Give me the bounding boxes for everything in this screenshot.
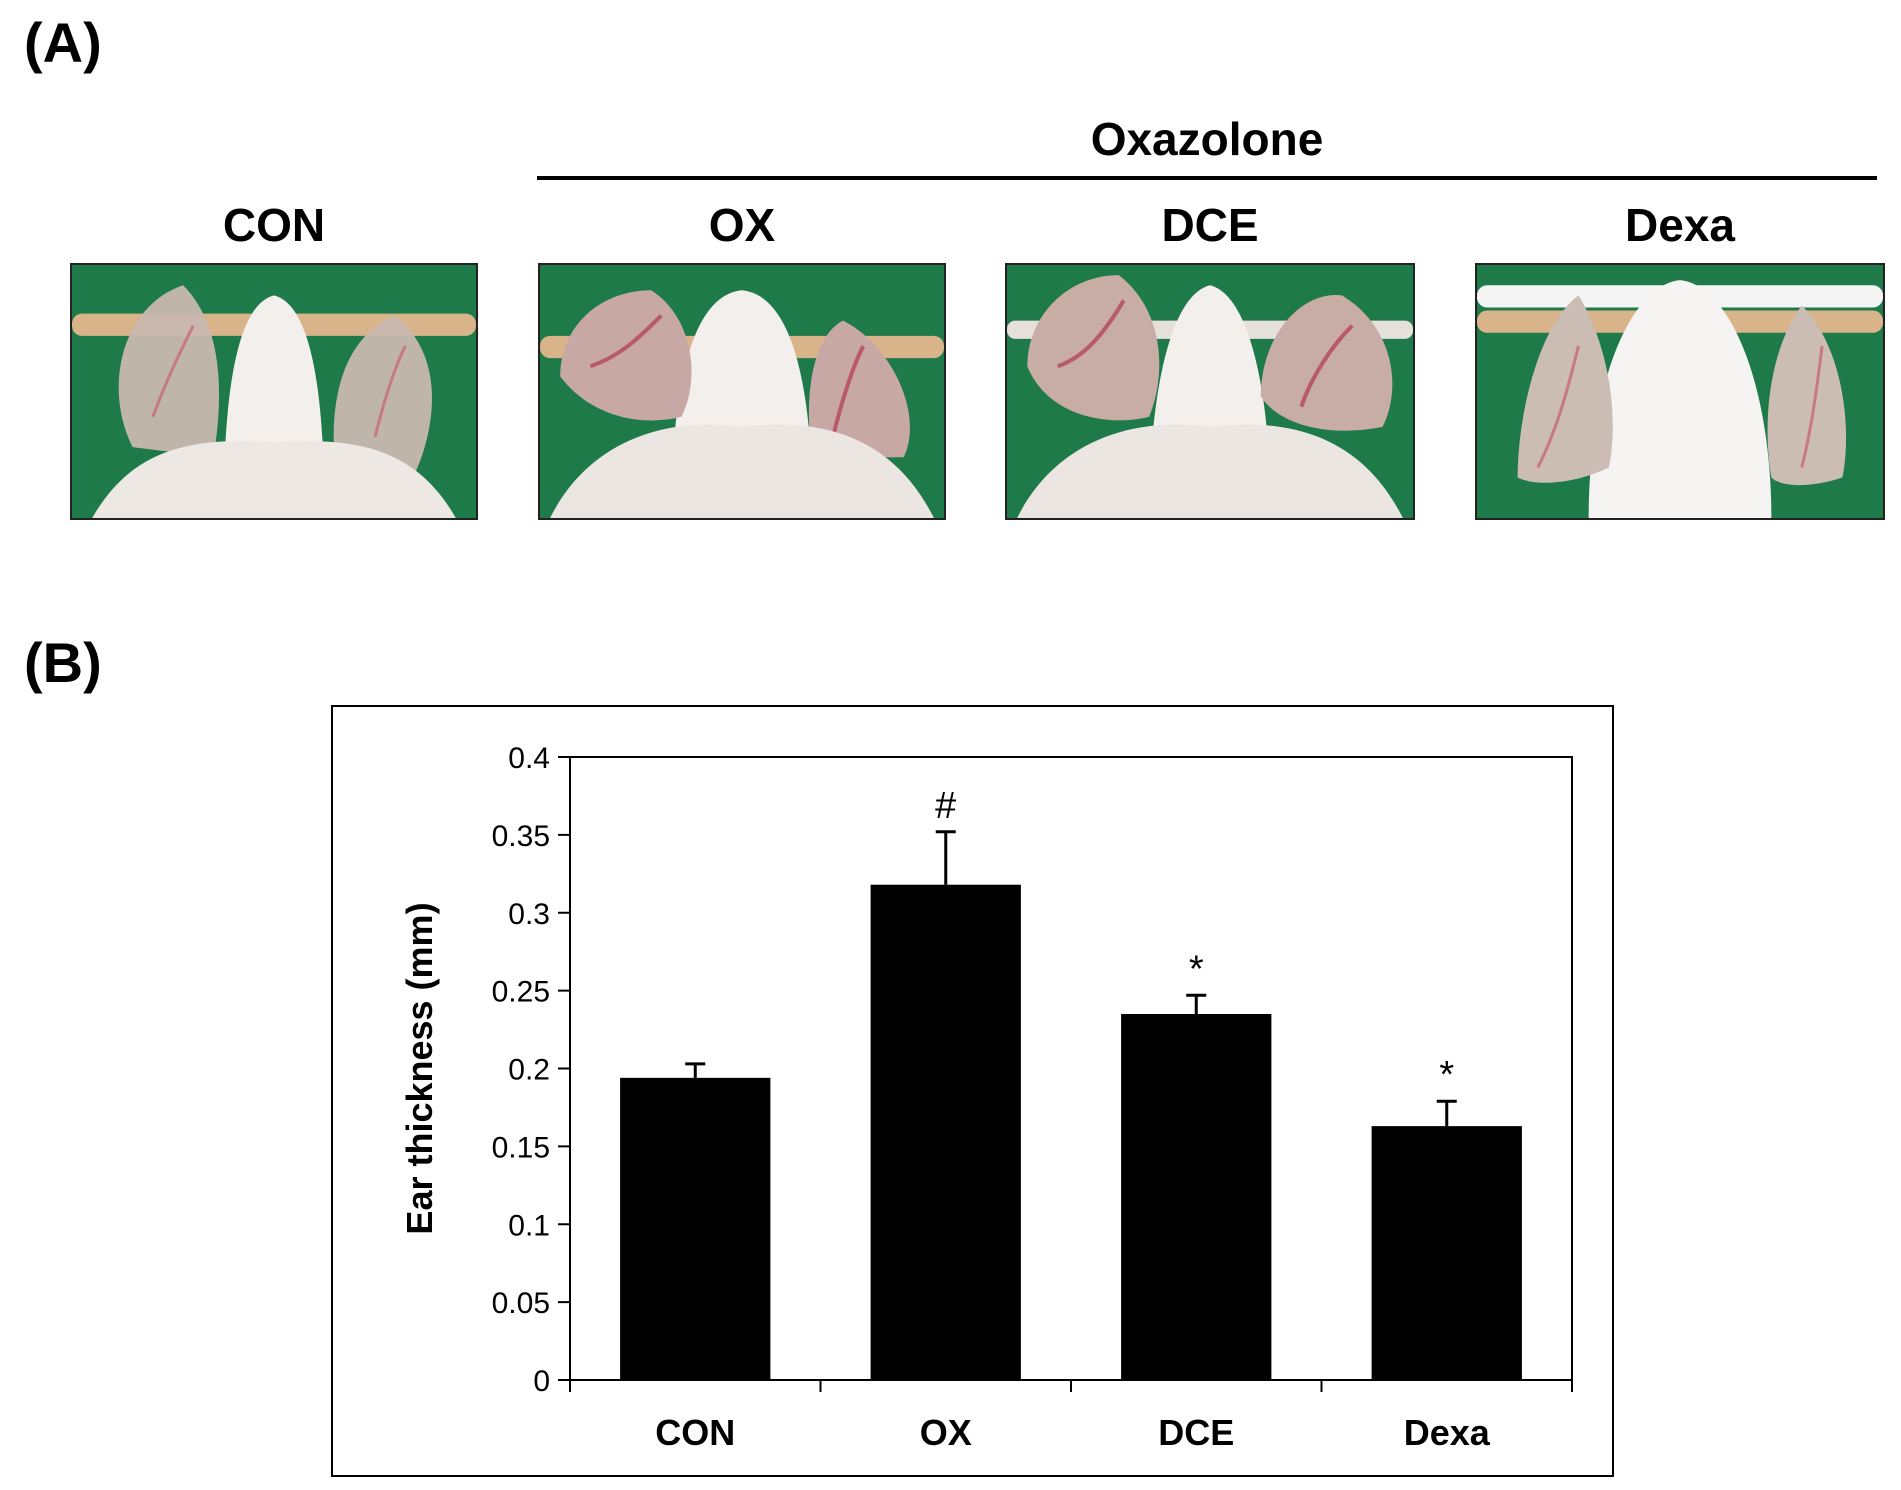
bar-dce	[1121, 1013, 1272, 1380]
photo-label-con: CON	[222, 199, 326, 251]
significance-marker: #	[935, 785, 956, 827]
mouse-photo-dexa	[1475, 263, 1885, 520]
y-tick-label: 0.4	[508, 742, 550, 775]
y-tick-label: 0.25	[492, 976, 550, 1009]
panel-b-label: (B)	[24, 631, 102, 694]
oxazolone-group-label: Oxazolone	[1090, 113, 1324, 165]
y-tick-label: 0.2	[508, 1054, 550, 1087]
significance-marker: *	[1189, 948, 1204, 990]
y-tick-label: 0.3	[508, 898, 550, 931]
x-tick-label: DCE	[1158, 1412, 1234, 1453]
oxazolone-group-line	[537, 176, 1877, 180]
y-tick-label: 0	[533, 1365, 550, 1398]
photo-label-dexa: Dexa	[1625, 199, 1735, 251]
y-tick-label: 0.1	[508, 1209, 550, 1242]
mouse-photo-con	[70, 263, 478, 520]
significance-marker: *	[1439, 1054, 1454, 1096]
photo-label-ox: OX	[708, 199, 776, 251]
photo-label-dce: DCE	[1161, 199, 1259, 251]
x-tick-label: Dexa	[1404, 1412, 1491, 1453]
mouse-photo-ox	[538, 263, 946, 520]
y-axis-title: Ear thickness (mm)	[399, 902, 440, 1234]
bar-con	[620, 1077, 771, 1380]
y-tick-label: 0.05	[492, 1287, 550, 1320]
x-tick-label: OX	[920, 1412, 972, 1453]
chart-frame	[331, 705, 1614, 1477]
y-tick-label: 0.15	[492, 1131, 550, 1164]
chart-labels: CON # OX * DCE * Dexa	[655, 785, 1491, 1453]
chart-bars	[620, 830, 1522, 1380]
bar-ox	[870, 884, 1021, 1380]
chart-axes: 0 0.05 0.1 0.15 0.2 0.25 0.3 0.35 0.4 Ear thickne…	[399, 742, 1573, 1398]
y-tick-label: 0.35	[492, 820, 550, 853]
mouse-photo-dce	[1005, 263, 1415, 520]
bar-dexa	[1371, 1126, 1522, 1380]
panel-a-label: (A)	[24, 11, 102, 74]
x-tick-label: CON	[655, 1412, 735, 1453]
